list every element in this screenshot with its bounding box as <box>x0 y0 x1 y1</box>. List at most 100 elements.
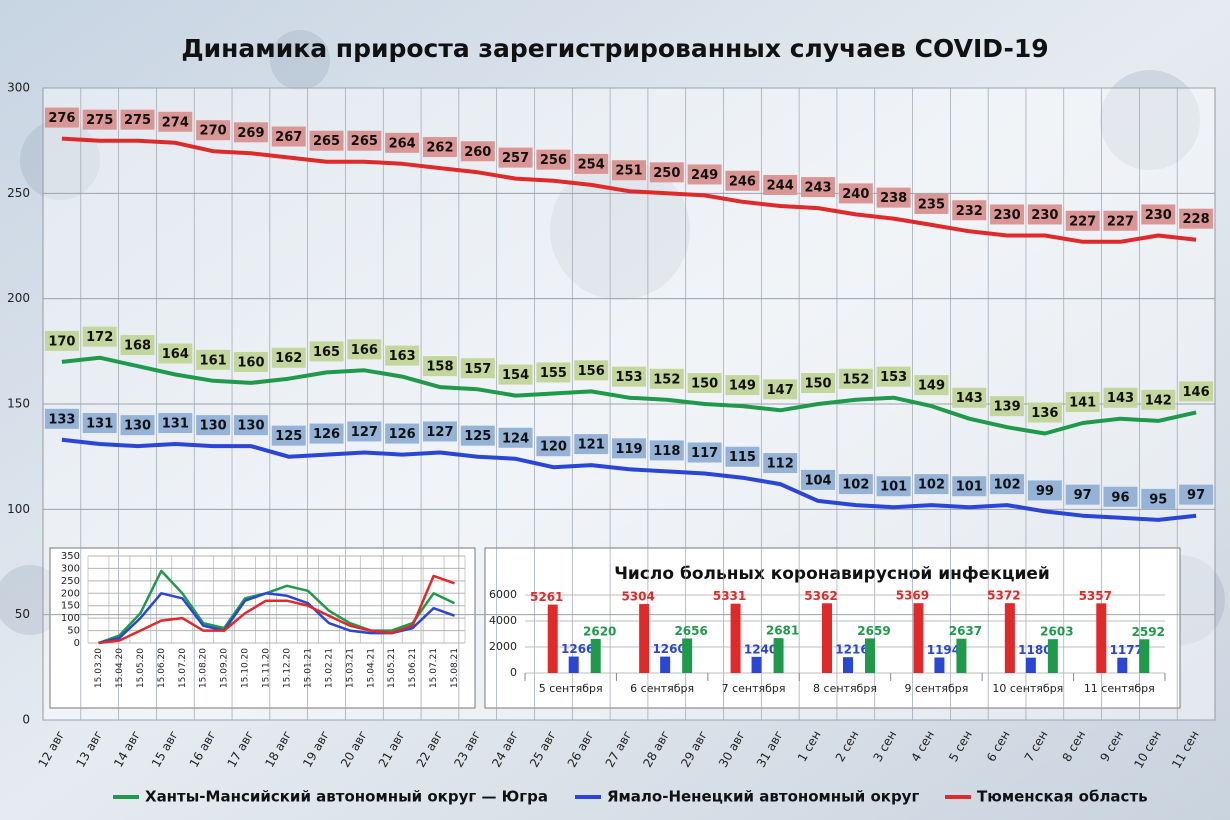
value-label-box <box>1027 402 1062 423</box>
value-label-box <box>801 469 836 490</box>
value-label: 143 <box>1107 391 1134 406</box>
series-line <box>61 437 1197 522</box>
chart-title: Динамика прироста зарегистрированных слу… <box>181 34 1048 63</box>
value-label: 1266 <box>561 642 594 656</box>
value-label: 1240 <box>744 642 777 656</box>
value-label: 269 <box>237 126 264 141</box>
x-tick-label: 15.07.20 <box>178 648 188 688</box>
value-label-box <box>1103 486 1138 507</box>
value-label: 112 <box>767 457 794 472</box>
x-tick-label: 15.09.20 <box>220 648 230 688</box>
value-label-box <box>498 364 533 385</box>
series-line <box>98 574 455 645</box>
value-label-box <box>233 415 268 436</box>
value-label: 125 <box>275 429 302 444</box>
y-tick-label: 0 <box>74 638 80 649</box>
legend-label: Тюменская область <box>977 788 1148 806</box>
x-tick-label: 15.03.21 <box>345 648 355 688</box>
value-label: 227 <box>1107 214 1134 229</box>
x-tick-label: 11 сентября <box>1084 682 1155 695</box>
x-tick-label: 15.05.21 <box>387 648 397 688</box>
bar <box>660 656 671 673</box>
value-label-box <box>725 446 760 467</box>
y-tick-label: 4000 <box>489 614 517 627</box>
bar <box>1096 603 1107 673</box>
value-label: 244 <box>767 178 794 193</box>
value-label-box <box>1179 381 1214 402</box>
value-label-box <box>385 423 420 444</box>
value-label-box <box>120 415 155 436</box>
bar <box>822 603 832 673</box>
value-label-box <box>838 368 873 389</box>
y-tick-label: 250 <box>7 186 30 200</box>
value-label-box <box>271 425 306 446</box>
value-label-box <box>196 415 231 436</box>
value-label-box <box>876 187 911 208</box>
value-label-box <box>876 366 911 387</box>
value-label: 267 <box>275 130 302 145</box>
value-label-box <box>914 375 949 396</box>
value-label-box <box>422 421 457 442</box>
x-tick-label: 15.01.21 <box>303 648 313 688</box>
value-label: 124 <box>502 431 529 446</box>
x-tick-label: 15.06.20 <box>157 648 167 688</box>
y-tick-label: 6000 <box>489 588 517 601</box>
value-label-box <box>990 396 1025 417</box>
bar <box>956 638 967 673</box>
bar <box>1117 657 1128 673</box>
value-label-box <box>725 170 760 191</box>
value-label-box <box>649 368 684 389</box>
legend-label: Ямало-Ненецкий автономный округ <box>607 788 919 806</box>
value-label-box <box>649 162 684 183</box>
value-label-box <box>687 373 722 393</box>
value-label: 130 <box>124 419 151 434</box>
value-label: 235 <box>918 197 945 212</box>
y-tick-label: 150 <box>61 601 80 612</box>
x-tick-label: 8 сентября <box>813 682 877 695</box>
value-label-box <box>1141 389 1176 410</box>
value-label: 275 <box>124 113 151 128</box>
bar <box>843 657 853 673</box>
value-label-box <box>82 326 117 347</box>
value-label: 131 <box>86 417 113 432</box>
value-label: 119 <box>615 442 642 457</box>
y-tick-label: 350 <box>61 551 80 562</box>
value-label: 102 <box>918 478 945 493</box>
value-label: 104 <box>804 473 831 488</box>
value-label: 143 <box>956 391 983 406</box>
value-label-box <box>82 109 117 130</box>
value-label-box <box>725 375 760 396</box>
value-label-box <box>120 335 155 356</box>
value-label-box <box>687 164 722 185</box>
value-label: 265 <box>351 134 378 149</box>
y-tick-label: 100 <box>7 502 30 516</box>
value-label: 172 <box>86 330 113 345</box>
value-label: 2603 <box>1040 625 1073 639</box>
bar <box>751 656 762 673</box>
value-label-box <box>460 425 495 446</box>
value-label-box <box>158 413 193 434</box>
value-label: 1180 <box>1018 643 1051 657</box>
bar <box>547 604 558 673</box>
x-tick-label: 15.05.20 <box>136 648 146 688</box>
value-label-box <box>1103 210 1138 231</box>
value-label: 243 <box>804 181 831 196</box>
value-label-box <box>158 111 193 132</box>
bar <box>773 638 784 673</box>
value-label-box <box>1103 387 1138 408</box>
value-label-box <box>952 200 987 221</box>
value-label: 102 <box>842 478 869 493</box>
value-label-box <box>763 453 798 474</box>
value-label: 152 <box>842 372 869 387</box>
value-label: 165 <box>313 345 340 360</box>
value-label: 141 <box>1069 395 1096 410</box>
value-label: 152 <box>653 372 680 387</box>
value-label: 163 <box>389 349 416 364</box>
inset-bar-box <box>484 547 1181 709</box>
value-label-box <box>838 474 873 495</box>
value-label-box <box>687 442 722 463</box>
value-label-box <box>1141 204 1176 225</box>
value-label: 275 <box>86 113 113 128</box>
value-label: 160 <box>237 355 264 370</box>
value-label-box <box>914 474 949 495</box>
